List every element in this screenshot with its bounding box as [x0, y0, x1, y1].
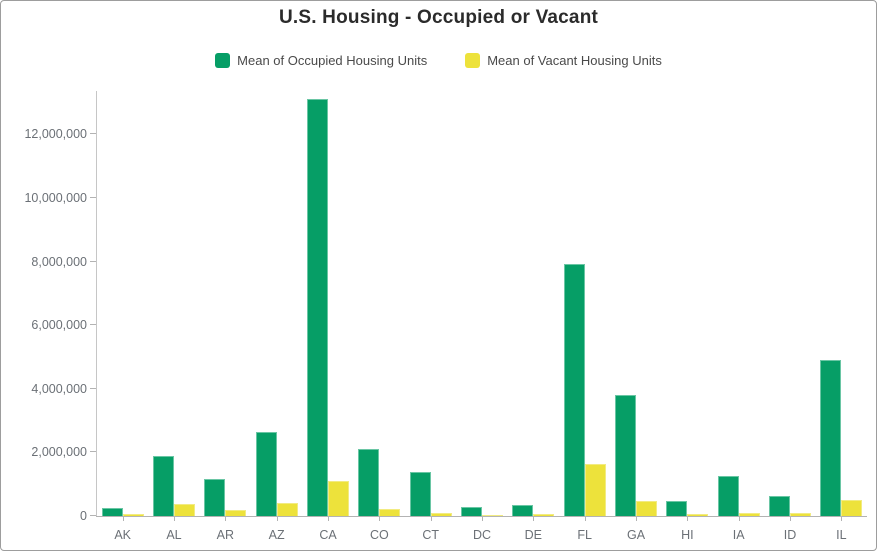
x-axis-tick — [738, 516, 740, 521]
bar-vacant-ID[interactable] — [790, 513, 811, 516]
legend: Mean of Occupied Housing Units Mean of V… — [1, 53, 876, 68]
x-axis-label-DE: DE — [524, 528, 543, 542]
x-axis-tick — [841, 516, 843, 521]
x-axis-tick — [687, 516, 689, 521]
y-axis-tick-label: 4,000,000 — [31, 381, 87, 396]
bar-occupied-IA[interactable] — [717, 476, 739, 516]
bar-vacant-GA[interactable] — [636, 501, 657, 516]
y-axis-tick-label: 6,000,000 — [31, 318, 87, 333]
bar-vacant-HI[interactable] — [687, 514, 709, 516]
x-axis-label-AL: AL — [166, 528, 182, 542]
y-axis-tick — [90, 133, 96, 135]
y-axis-tick-label: 10,000,000 — [24, 190, 87, 205]
x-axis-tick — [225, 516, 227, 521]
bar-occupied-CT[interactable] — [409, 472, 431, 516]
y-axis-tick — [90, 260, 96, 262]
y-axis-tick — [90, 387, 96, 389]
x-axis-tick — [276, 516, 278, 521]
bar-occupied-ID[interactable] — [769, 496, 790, 516]
bar-vacant-AL[interactable] — [174, 504, 195, 516]
x-axis-tick — [379, 516, 381, 521]
x-axis-label-IA: IA — [732, 528, 745, 542]
x-axis-tick — [328, 516, 329, 521]
bar-vacant-FL[interactable] — [584, 464, 606, 516]
x-axis-tick — [430, 516, 432, 521]
legend-item-occupied[interactable]: Mean of Occupied Housing Units — [215, 53, 427, 68]
bar-vacant-IL[interactable] — [841, 500, 863, 516]
bar-vacant-AR[interactable] — [225, 510, 247, 516]
bar-occupied-AK[interactable] — [101, 508, 123, 516]
legend-swatch-occupied-icon — [215, 53, 231, 68]
y-axis-tick-label: 0 — [80, 509, 87, 523]
bar-vacant-CT[interactable] — [430, 513, 452, 516]
bar-vacant-CA[interactable] — [328, 481, 349, 516]
x-axis-label-CA: CA — [319, 528, 337, 542]
x-axis-label-FL: FL — [577, 528, 592, 542]
x-axis-label-CO: CO — [369, 528, 389, 542]
x-axis-tick — [482, 516, 483, 521]
bar-occupied-DE[interactable] — [512, 505, 534, 516]
x-axis-label-ID: ID — [783, 528, 797, 542]
x-axis-tick — [174, 516, 175, 521]
y-axis-tick — [90, 196, 96, 198]
y-axis-tick — [90, 515, 96, 516]
y-axis-tick-label: 2,000,000 — [31, 445, 87, 460]
bar-vacant-DE[interactable] — [533, 514, 555, 516]
legend-label-occupied: Mean of Occupied Housing Units — [237, 53, 428, 68]
bar-occupied-CA[interactable] — [307, 99, 328, 516]
bar-vacant-AK[interactable] — [122, 514, 144, 516]
x-axis-label-HI: HI — [681, 528, 694, 542]
x-axis-line — [96, 516, 867, 517]
bar-occupied-AR[interactable] — [204, 479, 226, 516]
y-axis-tick-label: 12,000,000 — [24, 127, 87, 142]
bar-occupied-DC[interactable] — [461, 507, 482, 516]
x-axis-tick — [584, 516, 586, 521]
legend-label-vacant: Mean of Vacant Housing Units — [487, 53, 662, 68]
bar-occupied-AL[interactable] — [153, 456, 174, 516]
bar-occupied-IL[interactable] — [820, 360, 842, 516]
chart-title: U.S. Housing - Occupied or Vacant — [278, 7, 599, 28]
y-axis-tick — [90, 451, 96, 453]
bar-occupied-FL[interactable] — [563, 264, 585, 516]
x-axis-label-AK: AK — [114, 528, 131, 542]
bar-occupied-HI[interactable] — [666, 501, 688, 516]
x-axis-label-IL: IL — [836, 528, 847, 542]
x-axis-label-GA: GA — [626, 528, 646, 542]
bar-vacant-AZ[interactable] — [276, 503, 298, 516]
x-axis-label-CT: CT — [422, 528, 439, 542]
x-axis-tick — [122, 516, 124, 521]
y-axis-tick-label: 8,000,000 — [31, 254, 87, 269]
legend-item-vacant[interactable]: Mean of Vacant Housing Units — [465, 53, 662, 68]
x-axis-label-AZ: AZ — [268, 528, 285, 542]
plot-area: 0 2,000,000 4,000,000 6,000,000 8,000,000 10,… — [24, 91, 867, 542]
x-axis-label-DC: DC — [472, 528, 492, 542]
x-axis-label-AR: AR — [216, 528, 235, 542]
x-axis-tick — [533, 516, 535, 521]
x-axis-tick — [636, 516, 637, 521]
bar-occupied-AZ[interactable] — [255, 432, 277, 516]
bar-vacant-CO[interactable] — [379, 509, 401, 516]
bar-vacant-IA[interactable] — [738, 513, 760, 516]
bar-occupied-GA[interactable] — [615, 395, 636, 516]
bar-occupied-CO[interactable] — [358, 449, 380, 516]
legend-swatch-vacant-icon — [465, 53, 481, 68]
x-axis-tick — [790, 516, 791, 521]
y-axis-tick — [90, 324, 96, 326]
bar-vacant-DC[interactable] — [482, 515, 503, 516]
